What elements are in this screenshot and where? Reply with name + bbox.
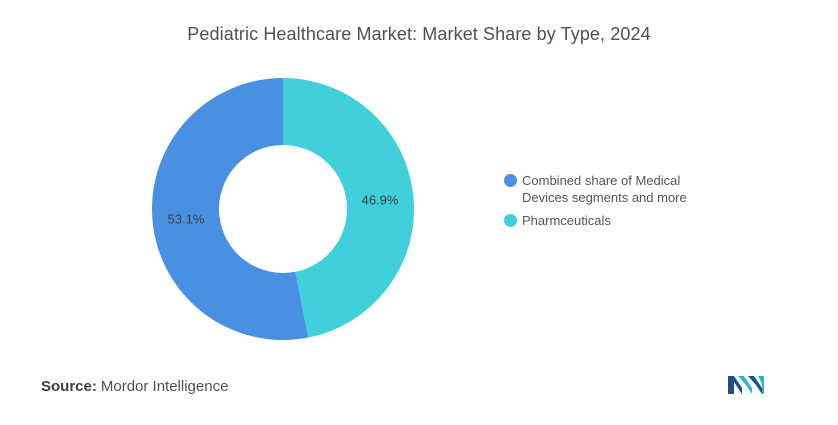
legend-label-line-2: Devices segments and more [522, 190, 687, 205]
legend-swatch-medical-devices [504, 174, 517, 187]
chart-legend: Combined share of Medical Devices segmen… [504, 172, 734, 235]
slice-pharmaceuticals [283, 78, 415, 338]
legend-item-medical-devices: Combined share of Medical Devices segmen… [504, 172, 734, 206]
legend-label-line-1: Combined share of Medical [522, 173, 681, 188]
legend-swatch-pharmaceuticals [504, 214, 517, 227]
source-key: Source: [41, 378, 97, 395]
source-value: Mordor Intelligence [100, 378, 229, 395]
slice-label-pharmaceuticals: 46.9% [362, 193, 399, 208]
source-note: Source: Mordor Intelligence [41, 378, 228, 395]
slice-label-medical-devices: 53.1% [168, 211, 205, 226]
legend-label-pharmaceuticals: Pharmceuticals [522, 213, 611, 228]
legend-item-pharmaceuticals: Pharmceuticals [504, 212, 734, 229]
slice-medical-devices [152, 78, 309, 340]
legend-label-medical-devices: Combined share of Medical Devices segmen… [522, 172, 687, 206]
chart-title: Pediatric Healthcare Market: Market Shar… [187, 24, 651, 44]
mordor-intelligence-logo-icon [728, 376, 764, 394]
